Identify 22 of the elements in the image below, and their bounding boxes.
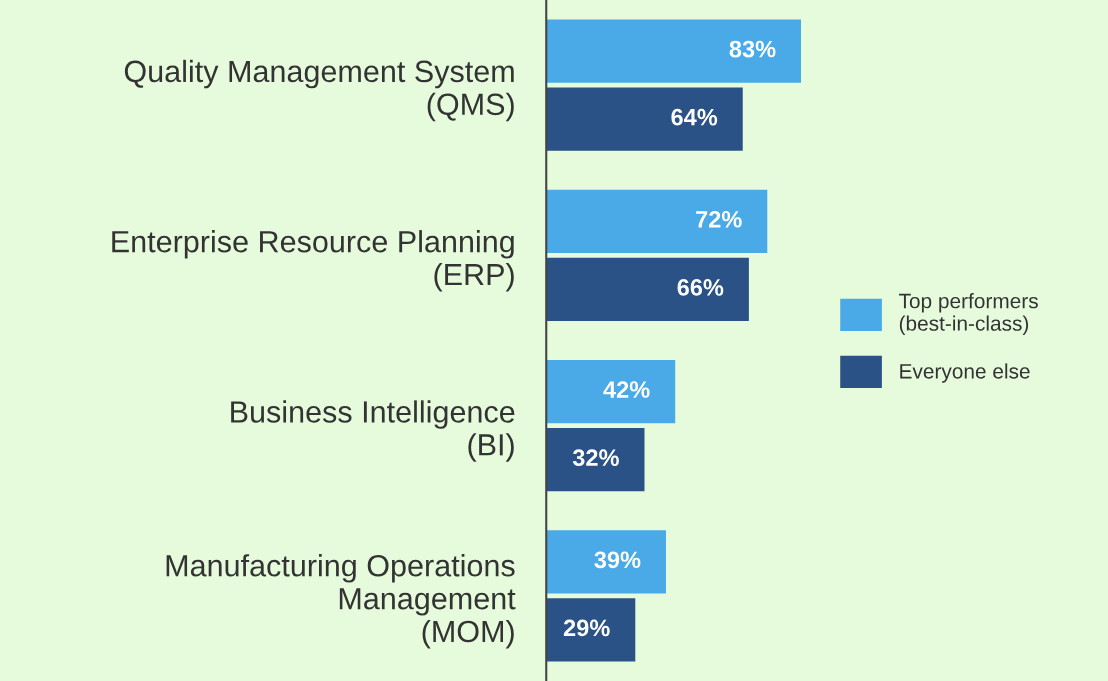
data-label: 66% bbox=[677, 279, 724, 296]
bar bbox=[546, 19, 802, 83]
bar bbox=[546, 257, 749, 322]
bar bbox=[546, 189, 768, 253]
data-label: 29% bbox=[563, 619, 610, 637]
legend-label: Everyone else bbox=[900, 363, 1030, 383]
bar bbox=[546, 598, 636, 662]
data-label: 39% bbox=[594, 551, 641, 569]
legend-label: Top performers (best-in-class) bbox=[899, 293, 1038, 335]
bar bbox=[546, 359, 676, 424]
data-label: 32% bbox=[572, 449, 619, 467]
bar bbox=[546, 87, 743, 151]
y-tick-label: Enterprise Resource Planning (ERP) bbox=[112, 230, 514, 292]
data-label: 72% bbox=[696, 210, 742, 228]
data-label: 83% bbox=[729, 40, 776, 58]
bar bbox=[546, 428, 645, 492]
y-tick-label: Quality Management System (QMS) bbox=[124, 59, 514, 122]
y-tick-label: Manufacturing Operations Management (MOM) bbox=[166, 554, 516, 649]
data-label: 42% bbox=[603, 381, 650, 398]
bar bbox=[546, 530, 666, 594]
y-tick-label: Business Intelligence (BI) bbox=[231, 400, 515, 462]
data-label: 64% bbox=[671, 108, 718, 126]
